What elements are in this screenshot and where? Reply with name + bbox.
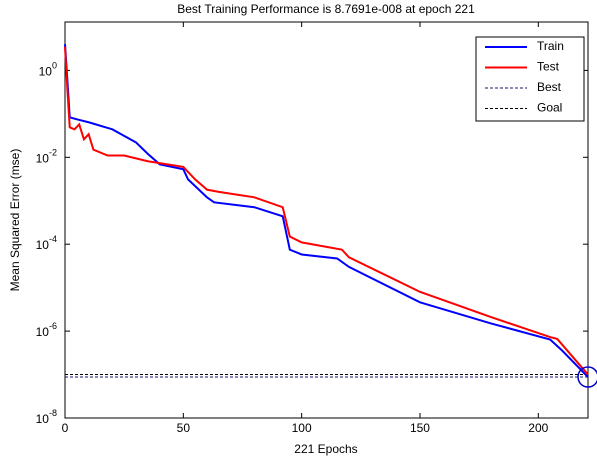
y-tick-base: 10 (36, 325, 50, 339)
chart-title: Best Training Performance is 8.7691e-008… (177, 2, 475, 16)
y-axis-label: Mean Squared Error (mse) (8, 149, 22, 292)
y-tick-exponent: 0 (52, 61, 57, 71)
legend-label: Best (537, 80, 562, 94)
y-tick-exponent: -6 (49, 321, 57, 331)
y-tick-label: 10-8 (36, 408, 57, 426)
x-tick-label: 150 (410, 421, 430, 435)
x-axis-label: 221 Epochs (294, 442, 357, 456)
y-tick-exponent: -8 (49, 408, 57, 418)
y-tick-base: 10 (39, 65, 53, 79)
best-marker (577, 366, 597, 388)
y-tick-base: 10 (36, 412, 50, 426)
y-tick-label: 10-2 (36, 148, 57, 166)
x-tick-label: 50 (177, 421, 191, 435)
legend-label: Test (537, 60, 560, 74)
y-tick-label: 100 (39, 61, 57, 79)
x-tick-label: 100 (292, 421, 312, 435)
series-line (64, 46, 589, 376)
legend-box (475, 36, 585, 122)
x-tick-label: 0 (62, 421, 69, 435)
y-tick-base: 10 (36, 238, 50, 252)
series-line (64, 44, 589, 378)
x-tick-label: 200 (528, 421, 548, 435)
legend-label: Train (537, 39, 564, 53)
y-tick-exponent: -2 (49, 148, 57, 158)
y-tick-base: 10 (36, 151, 50, 165)
y-tick-exponent: -4 (49, 235, 57, 245)
y-tick-label: 10-4 (36, 235, 57, 253)
legend-label: Goal (537, 101, 562, 115)
y-tick-label: 10-6 (36, 321, 57, 339)
